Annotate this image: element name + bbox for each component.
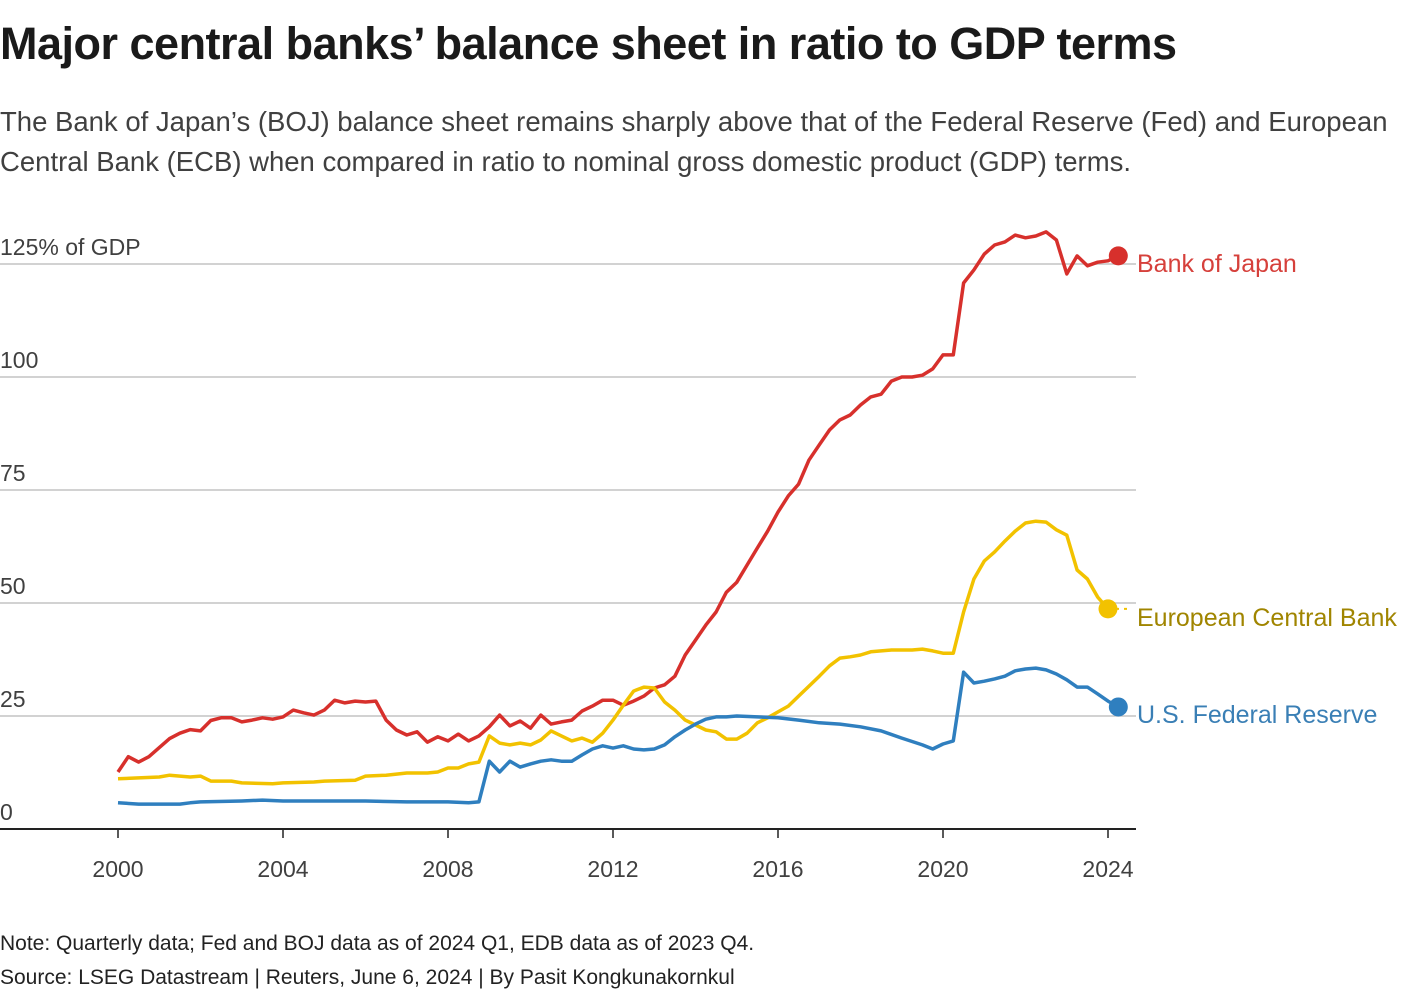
series-end-dot-bank-of-japan	[1108, 246, 1128, 266]
x-tick-label: 2000	[92, 856, 143, 882]
chart-note: Note: Quarterly data; Fed and BOJ data a…	[0, 932, 755, 955]
x-tick-label: 2024	[1082, 856, 1133, 882]
x-axis: 2000 2004 2008 2012 2016 2020 2024	[0, 828, 1136, 882]
series-label-u-s-federal-reserve: U.S. Federal Reserve	[1137, 701, 1377, 729]
series-end-dot-european-central-bank	[1098, 599, 1118, 619]
y-tick-label: 100	[0, 347, 38, 373]
x-tick-label: 2016	[752, 856, 803, 882]
chart-subtitle: The Bank of Japan’s (BOJ) balance sheet …	[0, 106, 1388, 177]
y-tick-label: 75	[0, 460, 26, 486]
x-tick-label: 2004	[257, 856, 308, 882]
gridlines	[0, 263, 1136, 717]
x-tick-label: 2012	[587, 856, 638, 882]
x-tick-label: 2008	[422, 856, 473, 882]
y-tick-label: 0	[0, 799, 13, 825]
series-line-u-s-federal-reserve	[117, 666, 1120, 806]
x-tick-label: 2020	[917, 856, 968, 882]
y-tick-label: 25	[0, 686, 26, 712]
series-end-dot-u-s-federal-reserve	[1108, 697, 1128, 717]
y-tick-label: 125% of GDP	[0, 234, 141, 260]
series-line-european-central-bank	[117, 519, 1110, 786]
y-axis-tick-labels: 0 25 50 75 100 125% of GDP	[0, 234, 141, 825]
series-labels: Bank of Japan European Central Bank U.S. F…	[1137, 250, 1397, 729]
series-label-bank-of-japan: Bank of Japan	[1137, 250, 1297, 278]
series-lines	[116, 230, 1130, 806]
y-tick-label: 50	[0, 573, 26, 599]
series-line-bank-of-japan	[116, 230, 1120, 773]
series-label-european-central-bank: European Central Bank	[1137, 604, 1397, 632]
chart-title: Major central banks’ balance sheet in ra…	[0, 18, 1177, 69]
chart-source: Source: LSEG Datastream | Reuters, June …	[0, 966, 735, 989]
